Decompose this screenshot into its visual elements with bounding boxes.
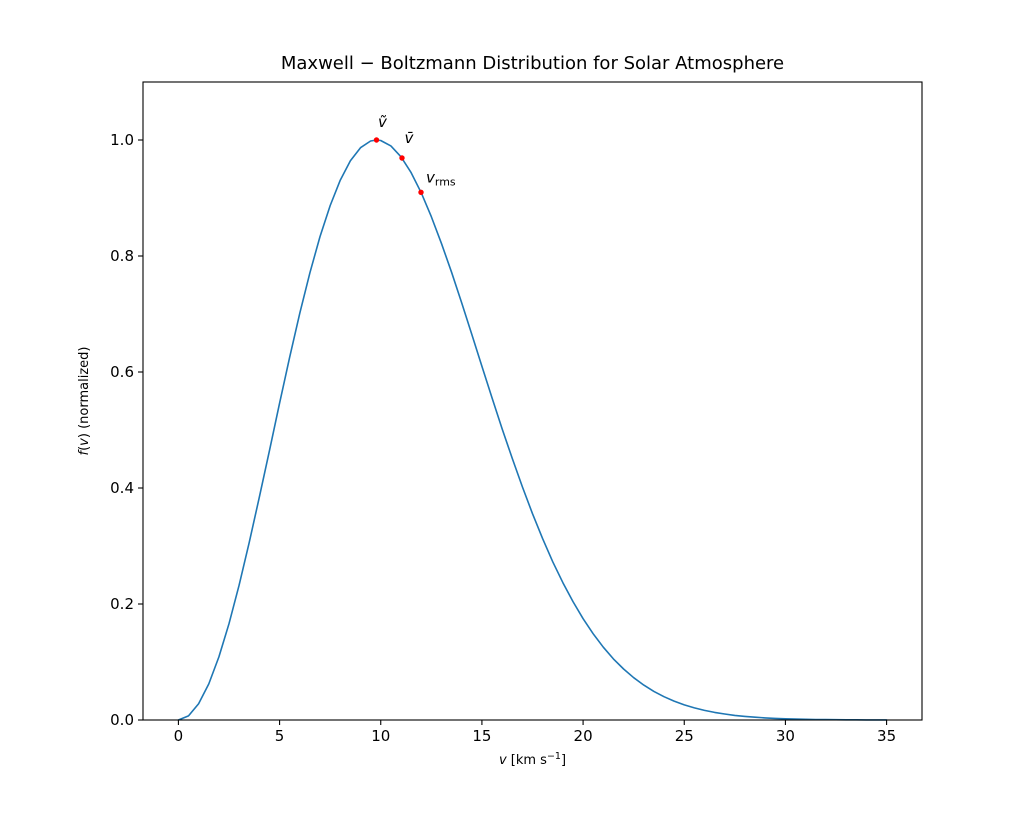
x-tick-label: 35 [877, 727, 896, 745]
distribution-curve [177, 139, 888, 721]
y-tick-label: 1.0 [110, 131, 134, 149]
x-tick-label: 30 [776, 727, 795, 745]
x-tick-label: 15 [472, 727, 491, 745]
y-tick-label: 0.2 [110, 595, 134, 613]
y-tick-label: 0.4 [110, 479, 134, 497]
x-tick-label: 25 [675, 727, 694, 745]
plot-border [142, 81, 923, 721]
x-tick-label: 20 [574, 727, 593, 745]
y-tick-label: 0.6 [110, 363, 134, 381]
data-point-v-tilde [373, 137, 380, 143]
y-axis-label: f(v) (normalized) [77, 347, 92, 456]
x-tick-label: 10 [371, 727, 390, 745]
y-tick-label: 0.0 [110, 711, 134, 729]
y-tick-label: 0.8 [110, 247, 134, 265]
annotation-v-bar: v̄ [405, 129, 415, 147]
annotation-v-tilde: ṽ [378, 113, 388, 131]
x-axis-label: v [km s−1] [499, 751, 566, 768]
x-tick-label: 0 [174, 727, 184, 745]
x-tick-label: 5 [275, 727, 285, 745]
data-point-v-rms [418, 189, 424, 195]
data-point-v-bar [399, 155, 405, 161]
annotation-v-rms: vrms [426, 168, 456, 188]
chart-title: Maxwell − Boltzmann Distribution for Sol… [280, 53, 785, 74]
